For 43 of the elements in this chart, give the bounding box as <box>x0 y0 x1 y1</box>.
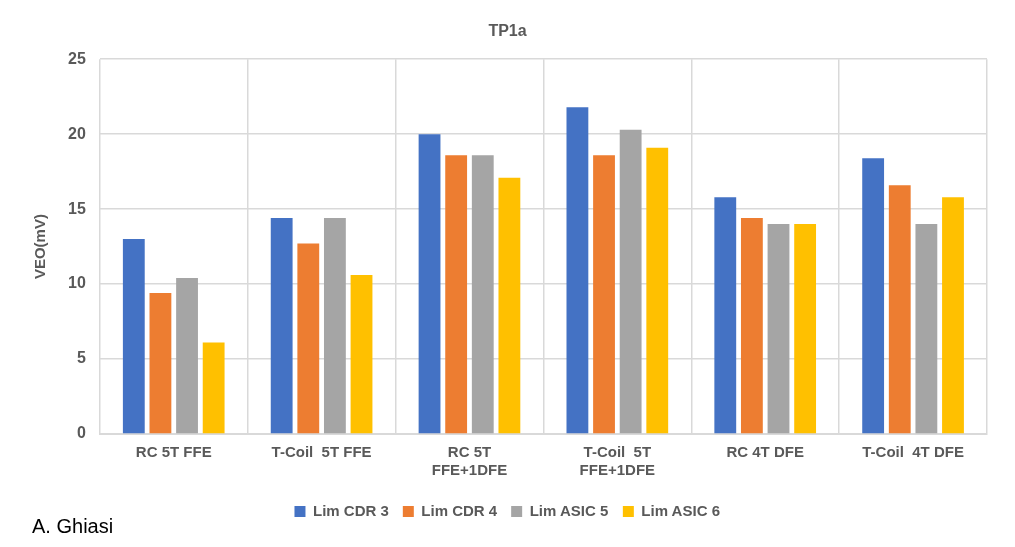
y-tick-label: 0 <box>76 424 86 442</box>
x-tick-label: T-Coil 5T FFE+1DFE <box>579 443 656 479</box>
bar <box>888 185 911 434</box>
x-tick-label: T-Coil 5T FFE <box>271 443 372 461</box>
y-tick-label: 10 <box>68 274 86 292</box>
bar <box>122 239 145 434</box>
bar <box>350 275 373 434</box>
x-tick-label: RC 5T FFE <box>135 443 212 461</box>
y-axis-title: VEO(mV) <box>31 214 49 280</box>
bar <box>471 155 494 434</box>
bar <box>498 177 521 434</box>
bar <box>619 129 642 434</box>
y-tick-label: 5 <box>76 349 86 367</box>
text: A. Ghiasi <box>32 514 114 537</box>
legend-label: Lim CDR 4 <box>421 501 498 519</box>
bar <box>767 224 790 434</box>
x-tick-label: RC 5T FFE+1DFE <box>431 443 508 479</box>
bar <box>270 218 293 434</box>
bar <box>915 224 938 434</box>
bar <box>794 224 817 434</box>
x-tick-label: T-Coil 4T DFE <box>862 443 964 461</box>
legend-label: Lim CDR 3 <box>312 501 389 519</box>
chart-title: TP1a <box>488 22 527 40</box>
bar <box>740 218 763 434</box>
bar <box>297 243 320 434</box>
bar <box>323 218 346 434</box>
bar <box>566 107 589 434</box>
bar <box>176 278 198 434</box>
bar <box>593 155 615 434</box>
bar <box>714 197 737 434</box>
legend-label: Lim ASIC 6 <box>641 501 720 519</box>
bar <box>418 134 441 434</box>
x-tick-label: RC 4T DFE <box>726 443 804 461</box>
y-tick-label: 25 <box>68 49 86 67</box>
y-tick-label: 20 <box>68 124 86 142</box>
bar <box>149 293 172 434</box>
bar <box>445 155 468 434</box>
bar <box>862 158 885 434</box>
legend-label: Lim ASIC 5 <box>529 501 609 519</box>
bar <box>942 197 964 434</box>
bar <box>202 342 225 434</box>
bar <box>646 147 669 434</box>
y-tick-label: 15 <box>68 199 86 217</box>
